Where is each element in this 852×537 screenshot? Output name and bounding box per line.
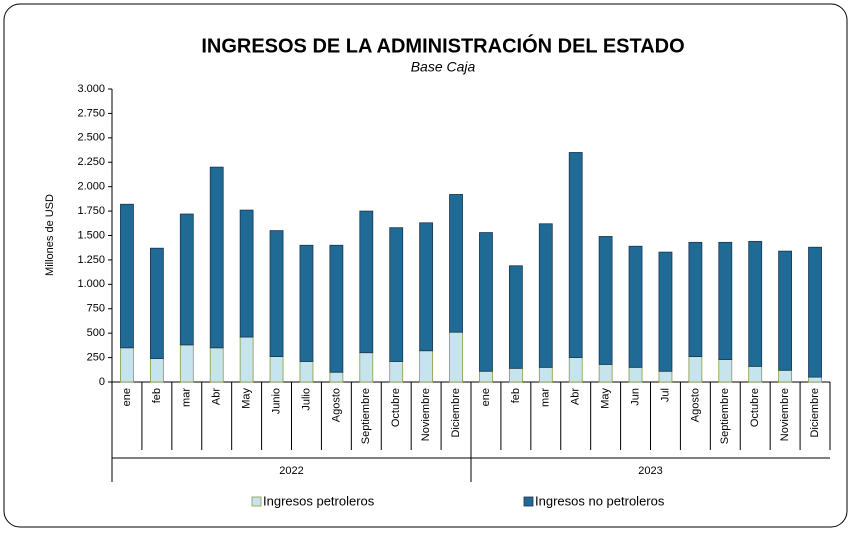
bar-segment [449, 194, 463, 333]
bar-segment [479, 370, 493, 383]
chart-title: INGRESOS DE LA ADMINISTRACIÓN DEL ESTADO [201, 33, 684, 57]
x-tick-label: ene [121, 388, 133, 406]
y-tick-label: 500 [87, 327, 105, 339]
bar-segment [329, 244, 344, 373]
bar-segment [329, 371, 344, 383]
y-tick-label: 2.000 [77, 181, 105, 193]
x-tick-label: ene [480, 388, 492, 406]
group-label: 2022 [279, 465, 303, 477]
x-tick-label: Septiembre [360, 388, 372, 444]
x-tick-label: Jun [629, 388, 641, 406]
legend-swatch [251, 496, 262, 507]
y-tick-label: 2.250 [77, 156, 105, 168]
y-tick-label: 1.000 [77, 278, 105, 290]
bar-segment [209, 347, 224, 383]
bar-segment [120, 347, 134, 383]
bar-segment [808, 246, 822, 378]
x-tick-label: May [600, 388, 612, 409]
bar-segment [628, 366, 643, 383]
bar-segment [658, 251, 673, 372]
bar-segment [718, 241, 733, 360]
x-tick-label: mar [181, 388, 193, 407]
bar-segment [209, 166, 224, 349]
bar-segment [688, 356, 703, 383]
bar-segment [748, 365, 763, 383]
bar-segment [538, 366, 553, 383]
x-tick-label: feb [510, 388, 522, 403]
x-tick-label: feb [151, 388, 163, 403]
x-tick-label: Abr [570, 388, 582, 405]
x-tick-label: Octubre [749, 388, 761, 427]
x-tick-label: May [241, 388, 253, 409]
x-tick-label: Septiembre [719, 388, 731, 444]
bar-segment [718, 359, 733, 383]
bar-segment [179, 344, 194, 383]
bar-segment [269, 230, 284, 358]
bar-segment [419, 222, 434, 352]
bar-segment [239, 209, 254, 338]
bar-segment [419, 350, 434, 383]
bar-segment [149, 358, 164, 383]
x-tick-label: Noviembre [779, 388, 791, 441]
bar-segment [269, 356, 284, 383]
y-tick-label: 250 [87, 351, 105, 363]
x-tick-label: mar [540, 388, 552, 407]
y-tick-label: 1.500 [77, 229, 105, 241]
y-tick-label: 0 [99, 376, 105, 388]
x-tick-label: Octubre [390, 388, 402, 427]
bar-segment [179, 213, 194, 346]
legend-label: Ingresos petroleros [263, 493, 375, 508]
x-tick-label: Junio [270, 388, 282, 414]
x-tick-label: Diciembre [450, 388, 462, 438]
bar-segment [508, 265, 523, 369]
bar-segment [389, 361, 404, 383]
x-tick-label: Agosto [330, 388, 342, 422]
bar-segment [239, 336, 254, 383]
bar-segment [808, 376, 822, 383]
bar-segment [628, 245, 643, 368]
y-tick-label: 1.750 [77, 205, 105, 217]
bar-segment [688, 241, 703, 358]
bar-segment [568, 357, 583, 383]
x-tick-label: Noviembre [420, 388, 432, 441]
bar-segment [149, 247, 164, 359]
legend-swatch [523, 496, 534, 507]
y-tick-label: 1.250 [77, 254, 105, 266]
bar-segment [598, 364, 613, 383]
bar-segment [778, 250, 793, 371]
bar-segment [479, 232, 493, 372]
y-tick-label: 750 [87, 303, 105, 315]
bar-segment [658, 370, 673, 383]
bar-segment [299, 244, 314, 362]
y-tick-label: 2.500 [77, 132, 105, 144]
y-tick-label: 3.000 [77, 83, 105, 95]
x-tick-label: Diciembre [809, 388, 821, 438]
x-tick-label: Julio [300, 388, 312, 411]
bar-segment [538, 223, 553, 368]
bar-segment [748, 240, 763, 367]
x-tick-label: Agosto [689, 388, 701, 422]
bar-segment [389, 227, 404, 362]
bar-segment [299, 361, 314, 383]
bar-segment [508, 367, 523, 383]
bar-segment [359, 352, 374, 383]
chart-subtitle: Base Caja [411, 59, 476, 75]
bar-segment [120, 203, 134, 349]
bar-segment [598, 236, 613, 365]
x-tick-label: Jul [659, 388, 671, 402]
group-label: 2023 [638, 465, 662, 477]
x-tick-label: Abr [211, 388, 223, 405]
y-tick-label: 2.750 [77, 107, 105, 119]
bar-segment [449, 331, 463, 383]
bar-segment [359, 210, 374, 354]
bar-segment [778, 369, 793, 383]
legend-label: Ingresos no petroleros [535, 493, 665, 508]
bar-segment [568, 152, 583, 358]
y-axis-label: Millones de USD [44, 194, 56, 276]
